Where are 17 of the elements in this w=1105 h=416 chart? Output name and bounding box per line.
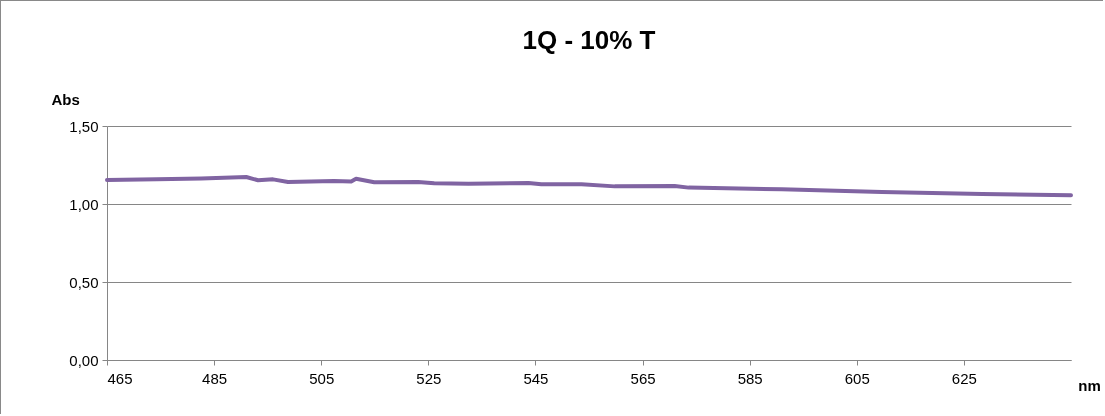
y-tick-label: 1,50 xyxy=(69,117,99,135)
chart-title: 1Q - 10% T xyxy=(522,25,656,55)
x-tick-label: 545 xyxy=(523,369,549,387)
x-tick-label: 465 xyxy=(107,369,133,387)
x-tick-label: 485 xyxy=(202,369,228,387)
x-tick-label: 505 xyxy=(309,369,335,387)
line-series xyxy=(105,175,1073,198)
x-tick-label: 625 xyxy=(951,369,977,387)
x-tick-label: 525 xyxy=(416,369,442,387)
y-tick-label: 0,00 xyxy=(69,351,99,369)
x-axis-title: nm xyxy=(1078,376,1101,394)
y-tick-label: 0,50 xyxy=(69,273,99,291)
x-tick-label: 565 xyxy=(630,369,656,387)
y-tick-label: 1,00 xyxy=(69,195,99,213)
y-axis-title: Abs xyxy=(51,90,80,108)
x-tick-label: 585 xyxy=(737,369,763,387)
x-tick-label: 605 xyxy=(844,369,870,387)
